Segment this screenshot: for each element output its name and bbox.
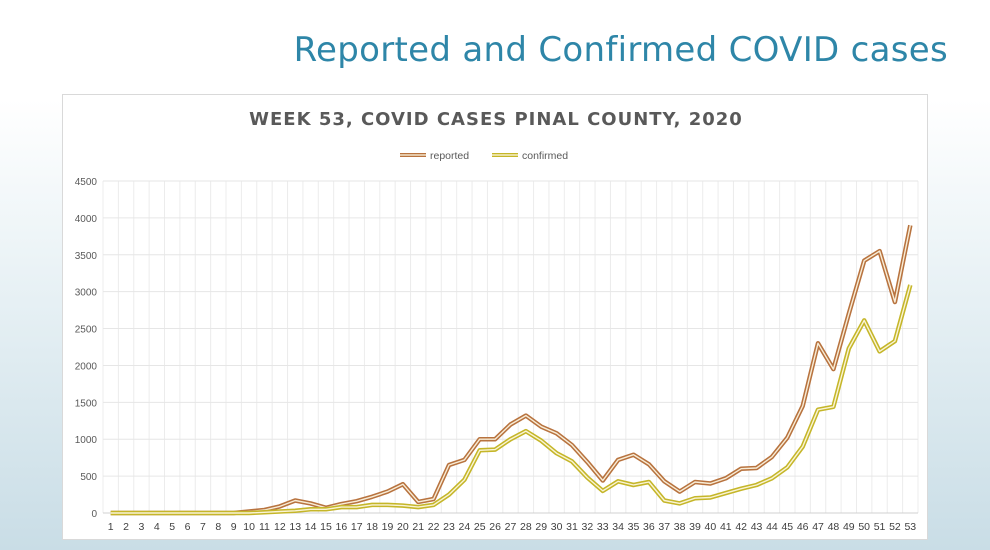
chart-gridlines <box>102 180 919 514</box>
x-tick-label: 39 <box>689 521 701 533</box>
y-tick-label: 4500 <box>75 177 98 188</box>
chart-title: WEEK 53, COVID CASES PINAL COUNTY, 2020 <box>249 109 743 130</box>
x-tick-label: 43 <box>751 521 763 533</box>
x-tick-label: 32 <box>582 521 594 533</box>
slide-title: Reported and Confirmed COVID cases <box>293 30 948 70</box>
x-tick-label: 13 <box>289 521 301 533</box>
x-tick-label: 52 <box>889 521 901 533</box>
x-tick-label: 26 <box>489 521 501 533</box>
x-tick-label: 44 <box>766 521 778 533</box>
chart-series <box>110 224 913 516</box>
x-tick-label: 53 <box>904 521 916 533</box>
x-tick-label: 41 <box>720 521 732 533</box>
series-reported <box>110 224 913 516</box>
x-tick-label: 10 <box>243 521 255 533</box>
series-line-highlight <box>110 225 911 514</box>
x-tick-label: 15 <box>320 521 332 533</box>
series-line-highlight <box>110 284 911 514</box>
x-tick-label: 29 <box>535 521 547 533</box>
x-tick-label: 11 <box>259 521 270 533</box>
x-tick-label: 40 <box>705 521 717 533</box>
x-tick-label: 20 <box>397 521 409 533</box>
x-tick-label: 33 <box>597 521 609 533</box>
x-tick-label: 25 <box>474 521 486 533</box>
y-tick-label: 2500 <box>75 325 98 336</box>
x-tick-label: 48 <box>828 521 840 533</box>
x-tick-label: 18 <box>366 521 378 533</box>
x-tick-label: 21 <box>412 521 424 533</box>
x-tick-label: 47 <box>812 521 824 533</box>
chart-legend: reported confirmed <box>400 150 568 162</box>
x-tick-label: 42 <box>735 521 747 533</box>
x-tick-label: 7 <box>200 521 206 533</box>
x-tick-label: 38 <box>674 521 686 533</box>
legend-item-confirmed: confirmed <box>492 150 568 162</box>
x-tick-label: 2 <box>123 521 129 533</box>
series-line-confirmed <box>110 284 913 516</box>
chart-card: WEEK 53, COVID CASES PINAL COUNTY, 2020 … <box>62 94 928 540</box>
x-axis: 1 2 3 4 5 6 7 8 9 10 11 12 13 14 15 16 17 18 19 20 21 22 23 24 2… <box>108 521 917 533</box>
x-tick-label: 9 <box>231 521 237 533</box>
x-tick-label: 12 <box>274 521 286 533</box>
series-confirmed <box>110 284 913 516</box>
y-tick-label: 3000 <box>75 288 98 299</box>
y-axis: 0 500 1000 1500 2000 2500 3000 3500 4000 4500 <box>75 177 98 520</box>
x-tick-label: 17 <box>351 521 363 533</box>
legend-item-reported: reported <box>400 150 469 162</box>
x-tick-label: 35 <box>628 521 640 533</box>
x-tick-label: 30 <box>551 521 563 533</box>
y-tick-label: 0 <box>91 509 97 520</box>
x-tick-label: 27 <box>505 521 517 533</box>
x-tick-label: 46 <box>797 521 809 533</box>
x-tick-label: 3 <box>139 521 145 533</box>
x-tick-label: 24 <box>459 521 471 533</box>
x-tick-label: 8 <box>215 521 221 533</box>
x-tick-label: 37 <box>658 521 670 533</box>
x-tick-label: 51 <box>874 521 886 533</box>
legend-label: reported <box>430 150 469 162</box>
x-tick-label: 23 <box>443 521 455 533</box>
series-line-reported <box>110 224 913 516</box>
x-tick-label: 34 <box>612 521 624 533</box>
y-tick-label: 4000 <box>75 214 98 225</box>
x-tick-label: 31 <box>566 521 578 533</box>
line-chart: WEEK 53, COVID CASES PINAL COUNTY, 2020 … <box>75 109 919 533</box>
x-tick-label: 1 <box>108 521 114 533</box>
y-tick-label: 2000 <box>75 361 98 372</box>
x-tick-label: 19 <box>382 521 394 533</box>
x-tick-label: 16 <box>336 521 348 533</box>
x-tick-label: 6 <box>185 521 191 533</box>
x-tick-label: 28 <box>520 521 532 533</box>
x-tick-label: 36 <box>643 521 655 533</box>
x-tick-label: 5 <box>169 521 175 533</box>
x-tick-label: 49 <box>843 521 855 533</box>
y-tick-label: 1000 <box>75 435 98 446</box>
x-tick-label: 14 <box>305 521 317 533</box>
legend-label: confirmed <box>522 150 568 162</box>
x-tick-label: 50 <box>858 521 870 533</box>
x-tick-label: 4 <box>154 521 160 533</box>
x-tick-label: 22 <box>428 521 440 533</box>
y-tick-label: 1500 <box>75 398 98 409</box>
x-tick-label: 45 <box>781 521 793 533</box>
y-tick-label: 500 <box>80 472 97 483</box>
y-tick-label: 3500 <box>75 251 98 262</box>
